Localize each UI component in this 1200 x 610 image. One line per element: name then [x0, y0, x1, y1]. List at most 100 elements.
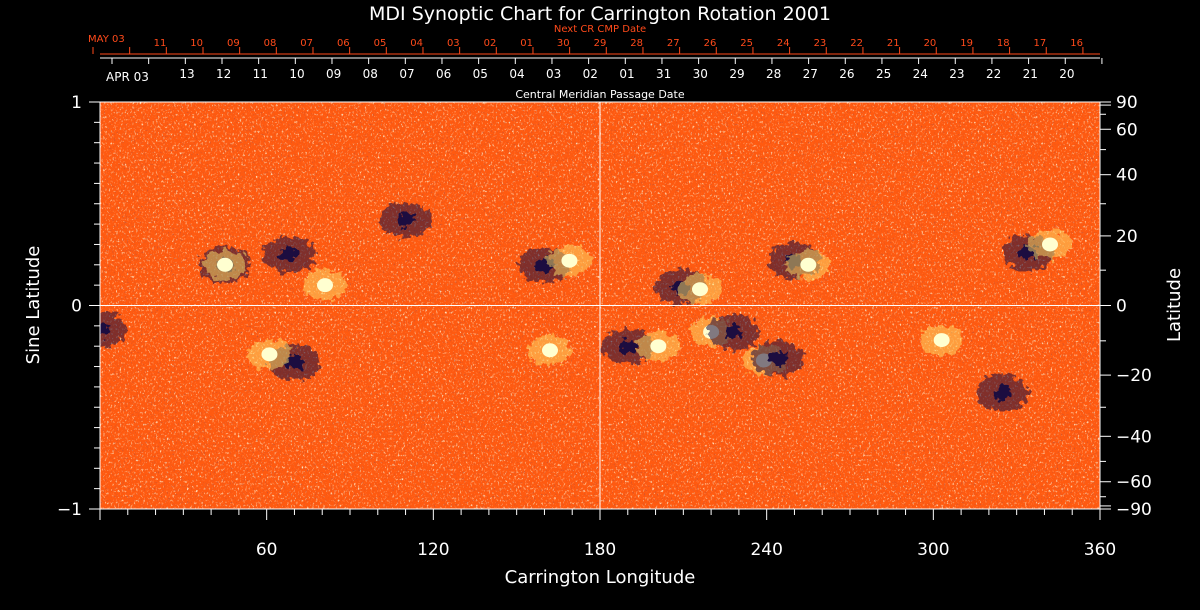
negative-region-core	[100, 322, 109, 337]
negative-region-core	[618, 339, 637, 354]
next-cr-date-label: 09	[227, 38, 240, 49]
negative-region-core	[279, 247, 298, 262]
next-cr-date-label: 08	[264, 38, 277, 49]
cmp-date-label: 12	[216, 67, 231, 81]
positive-region-core	[317, 278, 333, 293]
next-cr-date-label: 10	[190, 38, 203, 49]
cmp-date-label: 05	[473, 67, 488, 81]
cmp-date-label: 09	[326, 67, 341, 81]
cmp-date-label: 07	[399, 67, 414, 81]
x-axis: 60 120 180 240 300 360	[99, 509, 1116, 560]
next-cr-date-label: 04	[410, 38, 423, 49]
positive-region-core	[933, 333, 950, 348]
cmp-date-label: 04	[509, 67, 524, 81]
positive-region-core	[561, 253, 578, 268]
next-cr-date-label: 27	[667, 38, 680, 49]
cmp-date-label: 20	[1059, 67, 1074, 81]
next-cr-date-label: 19	[960, 38, 973, 49]
right-y-tick-label: −40	[1116, 427, 1152, 447]
next-cr-date-label: 22	[850, 38, 863, 49]
right-y-tick-label: 90	[1116, 93, 1138, 113]
cmp-date-label: 03	[546, 67, 561, 81]
active-regions	[100, 202, 1072, 412]
positive-region-core	[261, 347, 278, 362]
left-y-axis-title: Sine Latitude	[23, 246, 44, 365]
positive-region-core	[692, 282, 708, 297]
next-cr-date-label: 20	[924, 38, 937, 49]
x-tick-label: 120	[417, 540, 449, 560]
next-cr-date-label: 01	[520, 38, 533, 49]
next-cr-date-label: 24	[777, 38, 790, 49]
positive-region-core	[217, 257, 233, 272]
cmp-date-label: 22	[986, 67, 1001, 81]
next-cr-date-label: 29	[594, 38, 607, 49]
next-cr-date-label: 30	[557, 38, 570, 49]
right-y-tick-label: 0	[1116, 297, 1127, 317]
cmp-start-label: APR 03	[106, 70, 149, 84]
next-cr-caption: Next CR CMP Date	[554, 24, 646, 35]
positive-region-core	[542, 343, 558, 358]
cmp-date-label: 29	[729, 67, 744, 81]
cmp-date-label: 25	[876, 67, 891, 81]
left-y-axis: 1 0 −1	[57, 93, 100, 520]
next-cr-start-label: MAY 03	[88, 34, 125, 45]
grid-lines	[100, 102, 1100, 509]
cmp-date-label: 01	[619, 67, 634, 81]
cmp-date-label: 10	[289, 67, 304, 81]
positive-region-core	[650, 339, 667, 354]
next-cr-date-label: 16	[1070, 38, 1083, 49]
next-cr-date-label: 23	[814, 38, 827, 49]
next-cr-date-label: 03	[447, 38, 460, 49]
cmp-date-label: 26	[839, 67, 854, 81]
positive-region-core	[800, 257, 817, 272]
x-tick-label: 60	[256, 540, 278, 560]
next-cr-date-label: 25	[740, 38, 753, 49]
right-y-axis-title: Latitude	[1164, 268, 1185, 342]
next-cr-date-label: 28	[630, 38, 643, 49]
cmp-date-label: 08	[363, 67, 378, 81]
next-cr-date-label: 02	[484, 38, 497, 49]
cmp-date-label: 21	[1023, 67, 1038, 81]
negative-region-core	[396, 213, 415, 228]
next-cr-date-label: 05	[374, 38, 387, 49]
next-cr-date-label: 17	[1034, 38, 1047, 49]
cmp-date-axis: MAY 03 11 10 09 08 07 06 05 04 03 02 01 30 29 28 27 26 25…	[88, 34, 1103, 84]
x-tick-label: 360	[1084, 540, 1116, 560]
right-y-tick-label: −90	[1116, 500, 1152, 520]
cmp-date-label: 23	[949, 67, 964, 81]
right-y-tick-label: 40	[1116, 166, 1138, 186]
cmp-date-label: 06	[436, 67, 451, 81]
next-cr-date-label: 11	[154, 38, 167, 49]
right-y-tick-label: −20	[1116, 366, 1152, 386]
x-axis-title: Carrington Longitude	[505, 567, 696, 588]
right-y-tick-label: 20	[1116, 227, 1138, 247]
next-cr-date-label: 21	[887, 38, 900, 49]
next-cr-date-label: 07	[300, 38, 313, 49]
left-y-tick-label: −1	[57, 500, 82, 520]
left-y-tick-label: 0	[71, 297, 82, 317]
cmp-date-label: 11	[253, 67, 268, 81]
cmp-date-label: 30	[693, 67, 708, 81]
negative-region-core	[993, 386, 1012, 401]
cmp-date-label: 31	[656, 67, 671, 81]
negative-region-halo	[100, 311, 126, 348]
negative-region-core	[768, 351, 787, 366]
right-y-tick-label: −60	[1116, 473, 1152, 493]
right-y-axis: 90 60 40 20 0 −20 −40 −60 −90	[1100, 93, 1152, 520]
negative-region-core	[724, 324, 743, 339]
chart-title: MDI Synoptic Chart for Carrington Rotati…	[369, 3, 831, 25]
cmp-date-label: 24	[913, 67, 928, 81]
next-cr-date-label: 06	[337, 38, 350, 49]
cmp-date-label: 27	[803, 67, 818, 81]
cmp-date-label: 02	[583, 67, 598, 81]
left-y-tick-label: 1	[71, 93, 82, 113]
x-tick-label: 300	[917, 540, 949, 560]
cmp-date-label: 28	[766, 67, 781, 81]
cmp-caption: Central Meridian Passage Date	[515, 88, 684, 101]
positive-region-core	[1042, 237, 1058, 252]
right-y-tick-label: 60	[1116, 120, 1138, 140]
x-tick-label: 180	[584, 540, 616, 560]
cmp-date-label: 13	[179, 67, 194, 81]
next-cr-date-label: 26	[704, 38, 717, 49]
